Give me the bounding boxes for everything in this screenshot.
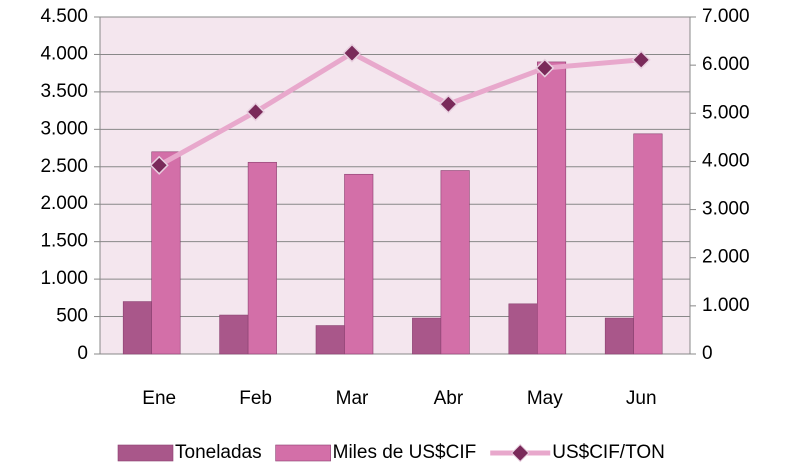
marker	[149, 155, 169, 175]
y2-tick-label: 6.000	[702, 54, 750, 75]
x-tick-label: May	[527, 388, 563, 409]
legend-label: Miles de US$CIF	[333, 442, 477, 463]
marker	[535, 58, 555, 78]
y-tick-label: 500	[56, 306, 88, 327]
y-tick-label: 2.000	[40, 193, 88, 214]
y-tick-label: 4.000	[40, 43, 88, 64]
legend-swatch	[275, 444, 331, 462]
y-tick-label: 3.500	[40, 81, 88, 102]
y2-tick-label: 4.000	[702, 150, 750, 171]
y2-tick-label: 2.000	[702, 247, 750, 268]
y-tick-label: 3.000	[40, 118, 88, 139]
y-tick-label: 1.500	[40, 231, 88, 252]
legend-marker	[511, 443, 530, 463]
x-tick-label: Ene	[142, 388, 176, 409]
marker	[246, 102, 266, 122]
plot-area	[99, 16, 691, 355]
y-tick-label: 1.000	[40, 268, 88, 289]
bar	[151, 151, 181, 355]
y2-tick-label: 5.000	[702, 102, 750, 123]
bar	[633, 133, 663, 355]
y-tick-label: 0	[77, 343, 88, 364]
x-tick-label: Abr	[434, 388, 464, 409]
legend-label: Toneladas	[175, 442, 262, 463]
bar	[344, 173, 374, 355]
bar	[440, 170, 470, 355]
y2-tick-label: 7.000	[702, 6, 750, 27]
bar	[536, 61, 567, 355]
bar	[508, 303, 538, 355]
y-tick-label: 4.500	[40, 6, 88, 27]
x-tick-label: Mar	[336, 388, 369, 409]
line	[157, 50, 642, 168]
bar	[247, 161, 277, 355]
bar	[122, 301, 152, 355]
marker	[631, 50, 651, 70]
bar	[412, 317, 442, 355]
bar	[315, 325, 345, 355]
y-tick-label: 2.500	[40, 156, 88, 177]
marker	[342, 43, 362, 63]
marker	[438, 94, 458, 114]
y2-tick-label: 3.000	[702, 199, 750, 220]
legend-swatch	[117, 444, 174, 462]
x-tick-label: Jun	[626, 388, 657, 409]
legend-label: US$CIF/TON	[552, 442, 665, 463]
y2-tick-label: 0	[702, 343, 713, 364]
bar	[604, 317, 635, 355]
x-tick-label: Feb	[239, 388, 272, 409]
bar	[219, 314, 249, 355]
y2-tick-label: 1.000	[702, 295, 750, 316]
